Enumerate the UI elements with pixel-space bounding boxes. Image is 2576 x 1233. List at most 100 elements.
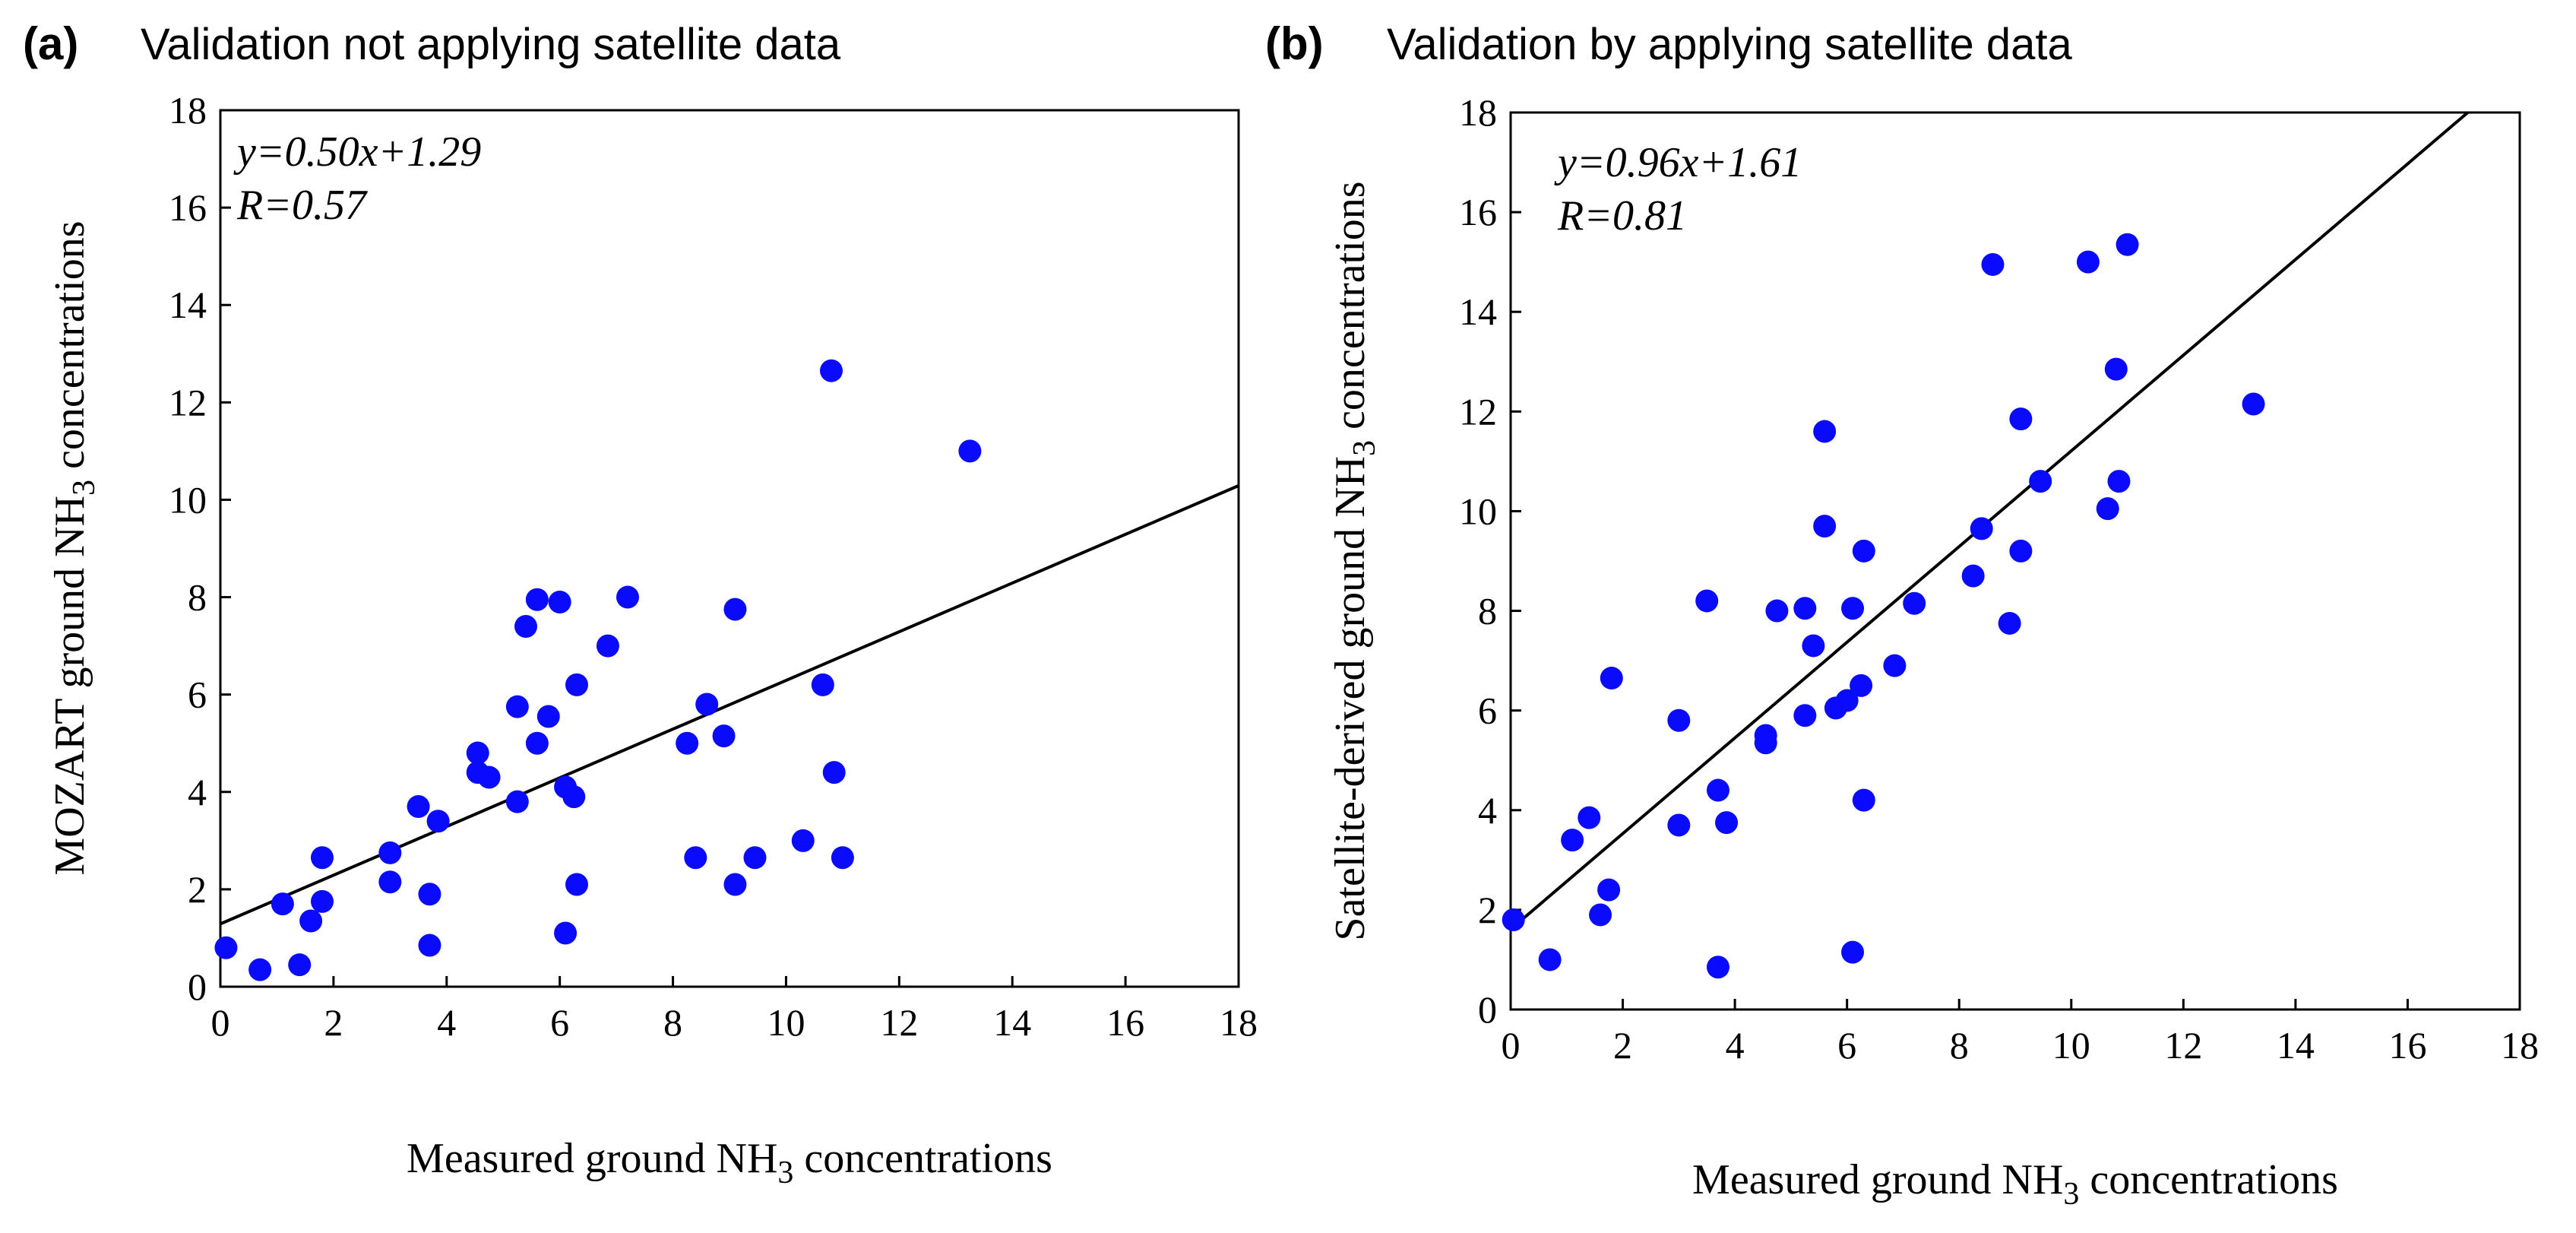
- panel-a-data-point: [466, 741, 489, 765]
- panel-b-data-point: [1706, 778, 1729, 802]
- panel-b-x-tick-label: 2: [1613, 1024, 1632, 1067]
- panel-a-data-point: [958, 439, 982, 463]
- panel-a-data-point: [311, 846, 334, 870]
- panel-b-x-tick-label: 10: [2052, 1024, 2090, 1067]
- panel-a-data-point: [248, 958, 272, 981]
- panel-b-y-tick-label: 10: [1459, 490, 1497, 532]
- panel-b-y-tick-label: 0: [1478, 988, 1497, 1031]
- panel-a-x-tick-label: 12: [880, 1001, 918, 1044]
- panel-b-x-tick-label: 6: [1837, 1024, 1856, 1067]
- panel-a-y-tick-label: 4: [188, 771, 207, 813]
- panel-b-data-point: [1561, 829, 1584, 852]
- panel-b-data-point: [2009, 539, 2033, 563]
- panel-b-data-point: [2242, 392, 2265, 416]
- panel-b-x-tick-label: 4: [1726, 1024, 1745, 1067]
- panel-b-data-point: [1852, 788, 1875, 812]
- panel-b-data-point: [2104, 357, 2128, 381]
- panel-a-data-point: [822, 761, 846, 784]
- panel-b-r-value: R=0.81: [1557, 192, 1687, 239]
- panel-b-data-point: [2076, 250, 2100, 274]
- panel-a-data-point: [676, 731, 699, 755]
- panel-a-data-point: [514, 614, 537, 638]
- panel-a-points: [214, 359, 982, 981]
- panel-a-data-point: [288, 953, 312, 977]
- panel-b-data-point: [2096, 497, 2119, 521]
- panel-b-data-point: [1600, 667, 1623, 690]
- panel-a-x-tick-label: 8: [663, 1001, 682, 1044]
- panel-b-data-point: [1852, 539, 1875, 563]
- panel-b-x-tick-label: 18: [2501, 1024, 2539, 1067]
- panel-a-data-point: [525, 731, 549, 755]
- panel-a-y-tick-label: 0: [188, 965, 207, 1008]
- panel-a-data-point: [418, 933, 441, 957]
- panel-b-x-tick-label: 14: [2277, 1024, 2315, 1067]
- panel-b-y-tick-label: 2: [1478, 889, 1497, 931]
- panel-a-data-point: [695, 693, 719, 716]
- panel-a-y-tick-label: 8: [188, 576, 207, 619]
- panel-b-x-tick-label: 12: [2164, 1024, 2202, 1067]
- panel-b-equation: y=0.96x+1.61: [1554, 139, 1802, 186]
- panel-b-data-point: [1589, 903, 1612, 927]
- panel-a-y-tick-label: 18: [169, 89, 207, 132]
- panel-b-plot-frame: [1509, 111, 2521, 1011]
- panel-b-data-point: [1998, 611, 2021, 635]
- panel-b-y-tick-label: 12: [1459, 390, 1497, 433]
- panel-b-x-tick-label: 0: [1502, 1024, 1521, 1067]
- panel-a-data-point: [548, 590, 571, 613]
- panel-a-y-tick-label: 14: [169, 284, 207, 326]
- panel-a-data-point: [723, 597, 747, 621]
- panel-a-data-point: [378, 870, 402, 894]
- panel-b-data-point: [2116, 233, 2139, 256]
- panel-a-data-point: [554, 921, 578, 945]
- panel-b-data-point: [1835, 689, 1859, 712]
- panel-b-x-axis: 0 2 4 6 8 10 12 14 16 18: [1502, 999, 2539, 1067]
- panel-b-data-point: [1813, 515, 1837, 538]
- panel-a-x-tick-label: 2: [324, 1001, 343, 1044]
- panel-b-data-point: [1667, 813, 1691, 837]
- panel-b-data-point: [1970, 517, 1993, 540]
- panel-a-data-point: [407, 794, 430, 818]
- panel-b-data-point: [1981, 252, 2005, 276]
- panel-a-title: Validation not applying satellite data: [141, 20, 841, 69]
- panel-b-x-tick-label: 16: [2388, 1024, 2426, 1067]
- panel-b-data-point: [2107, 470, 2131, 493]
- panel-b-data-point: [1841, 597, 1865, 620]
- panel-b-tag: (b): [1265, 18, 1324, 69]
- panel-b-data-point: [1715, 811, 1739, 835]
- panel-b-data-point: [1578, 806, 1601, 829]
- panel-b-data-point: [1538, 948, 1562, 972]
- panel-a-x-tick-label: 4: [437, 1001, 456, 1044]
- panel-b-data-point: [1695, 589, 1719, 613]
- panel-b-data-point: [1667, 708, 1691, 732]
- panel-a-data-point: [299, 909, 323, 933]
- panel-b-data-point: [1793, 597, 1817, 620]
- panel-a-x-axis: 0 2 4 6 8 10 12 14 16 18: [211, 976, 1258, 1044]
- panel-b-title: Validation by applying satellite data: [1387, 20, 2072, 69]
- panel-a-data-point: [831, 846, 854, 870]
- panel-b-data-point: [1502, 908, 1525, 931]
- panel-a-x-tick-label: 6: [550, 1001, 569, 1044]
- panel-a-equation: y=0.50x+1.29: [233, 128, 481, 176]
- panel-a-data-point: [311, 889, 334, 913]
- panel-b-points: [1502, 233, 2265, 979]
- panel-a-data-point: [426, 810, 450, 833]
- panel-a-data-point: [562, 785, 586, 809]
- panel-a-data-point: [565, 673, 588, 696]
- panel-a-data-point: [820, 359, 843, 382]
- panel-a-data-point: [525, 588, 549, 611]
- panel-a-x-tick-label: 14: [993, 1001, 1031, 1044]
- panel-b-y-tick-label: 4: [1478, 789, 1497, 832]
- panel-a-y-axis: 0 2 4 6 8 10 12 14 16 18: [169, 89, 231, 1008]
- panel-a-y-tick-label: 16: [169, 186, 207, 229]
- panel-a-data-point: [271, 892, 294, 916]
- panel-b-x-tick-label: 8: [1950, 1024, 1969, 1067]
- panel-a-data-point: [791, 829, 815, 852]
- panel-a-x-tick-label: 16: [1106, 1001, 1144, 1044]
- panel-a-x-label: Measured ground NH3 concentrations: [407, 1135, 1052, 1190]
- panel-a-data-point: [565, 873, 588, 896]
- panel-a-data-point: [723, 873, 747, 896]
- panel-b-scatter-chart: (b) Validation by applying satellite dat…: [1265, 18, 2539, 1212]
- panel-b-data-point: [2029, 470, 2052, 493]
- panel-a-y-tick-label: 10: [169, 478, 207, 521]
